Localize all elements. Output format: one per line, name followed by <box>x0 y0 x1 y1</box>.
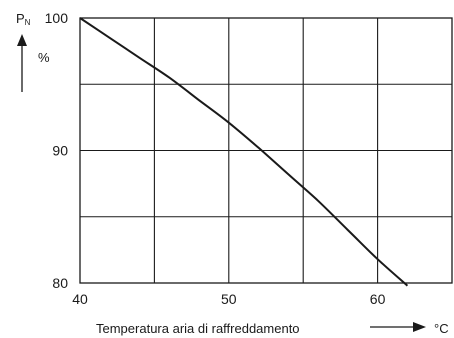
x-tick-label: 40 <box>72 291 88 307</box>
x-tick-labels: 40 50 60 <box>72 291 385 307</box>
plot-frame <box>79 17 453 284</box>
y-tick-labels: 80 90 100 <box>45 10 69 291</box>
y-tick-label: 100 <box>45 10 69 26</box>
x-tick-label: 60 <box>370 291 386 307</box>
x-tick-label: 50 <box>221 291 237 307</box>
series-line <box>79 17 409 287</box>
y-tick-label: 80 <box>52 275 68 291</box>
y-tick-label: 90 <box>52 143 68 159</box>
y-axis-arrow-head <box>17 34 27 46</box>
x-axis-unit: °C <box>434 321 449 336</box>
y-axis-unit: % <box>38 50 50 65</box>
grid <box>80 18 452 283</box>
y-axis-label: PN <box>16 11 31 27</box>
x-axis-label: Temperatura aria di raffreddamento <box>96 321 300 336</box>
x-axis-arrow-head <box>413 322 426 332</box>
